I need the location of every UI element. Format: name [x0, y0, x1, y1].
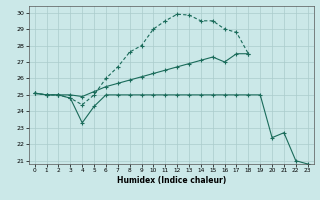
X-axis label: Humidex (Indice chaleur): Humidex (Indice chaleur) [116, 176, 226, 185]
